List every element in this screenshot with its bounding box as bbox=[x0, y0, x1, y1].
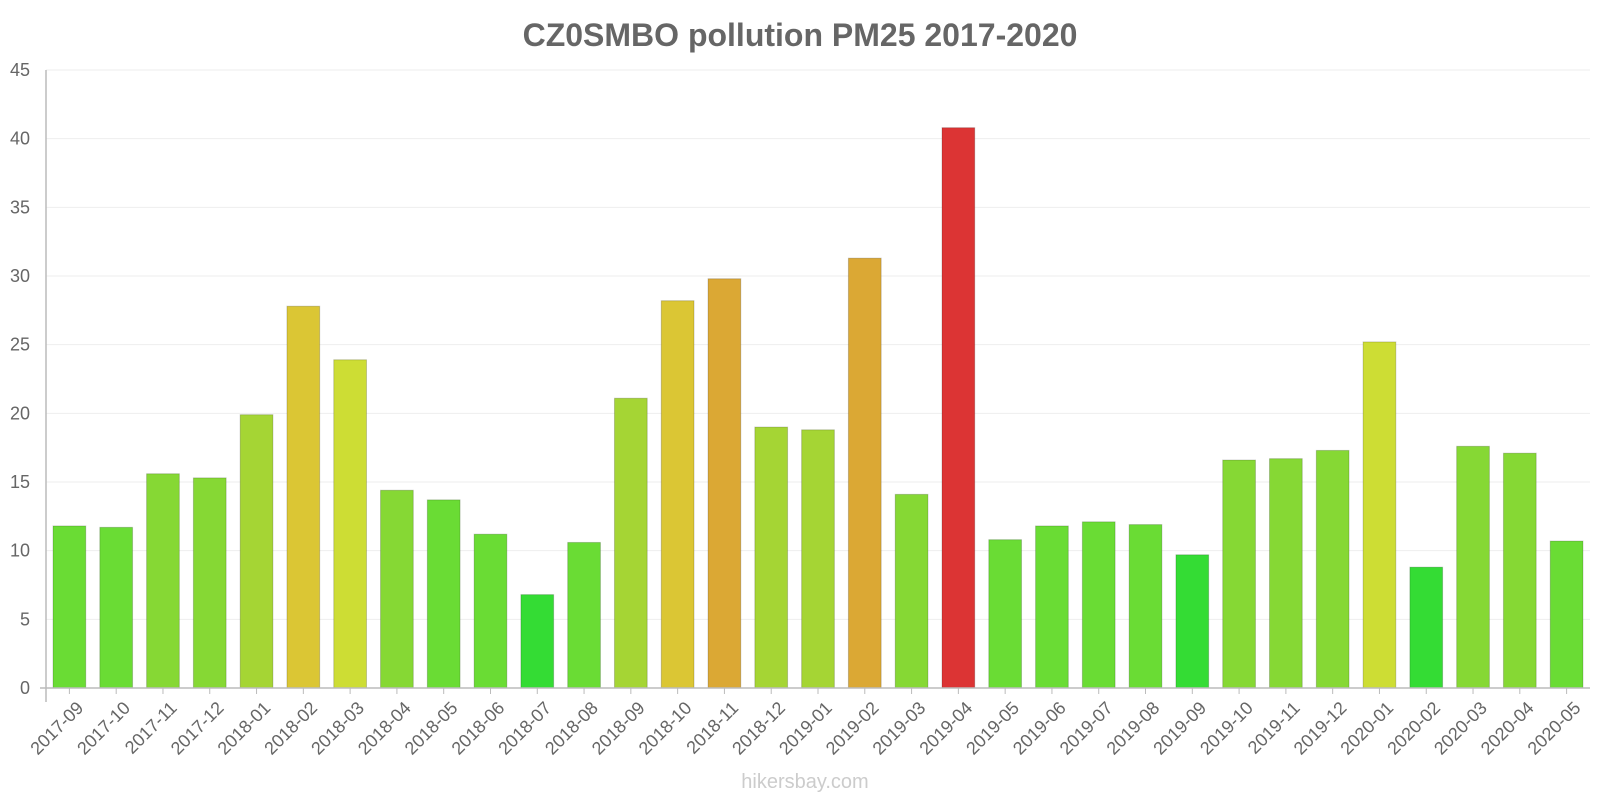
watermark: hikersbay.com bbox=[741, 771, 868, 793]
x-tick-label: 2020-05 bbox=[1524, 698, 1585, 759]
y-tick-label: 0 bbox=[20, 678, 30, 698]
x-tick-label: 2018-10 bbox=[635, 698, 696, 759]
x-axis-ticks: 2017-092017-102017-112017-122018-012018-… bbox=[26, 688, 1584, 759]
y-tick-label: 45 bbox=[10, 60, 30, 80]
bar-2018-12 bbox=[754, 426, 789, 689]
bar-2019-05 bbox=[988, 539, 1023, 689]
bar-2017-09 bbox=[52, 525, 87, 689]
bar-2020-05 bbox=[1549, 540, 1584, 689]
y-tick-label: 30 bbox=[10, 266, 30, 286]
bar-2017-10 bbox=[99, 526, 134, 689]
y-tick-label: 35 bbox=[10, 197, 30, 217]
y-tick-label: 40 bbox=[10, 129, 30, 149]
y-tick-label: 25 bbox=[10, 335, 30, 355]
y-tick-label: 5 bbox=[20, 609, 30, 629]
bar-2019-02 bbox=[847, 257, 882, 689]
y-tick-label: 10 bbox=[10, 541, 30, 561]
bar-2017-11 bbox=[146, 473, 180, 689]
bar-2020-01 bbox=[1362, 341, 1397, 689]
bar-2018-11 bbox=[707, 278, 742, 689]
bar-2019-03 bbox=[894, 493, 929, 689]
bar-2020-04 bbox=[1502, 452, 1537, 689]
bars bbox=[52, 127, 1584, 689]
bar-2018-08 bbox=[567, 541, 601, 689]
bar-2019-11 bbox=[1269, 458, 1303, 689]
bar-2018-02 bbox=[286, 305, 321, 689]
bar-2019-04 bbox=[941, 127, 976, 689]
bar-2018-06 bbox=[473, 533, 508, 689]
bar-2018-04 bbox=[380, 489, 414, 689]
bar-2017-12 bbox=[192, 477, 227, 689]
bar-2018-07 bbox=[520, 594, 555, 689]
x-tick-label: 2019-10 bbox=[1196, 698, 1257, 759]
bar-2020-03 bbox=[1456, 445, 1490, 689]
bar-2018-05 bbox=[426, 499, 461, 689]
bar-2020-02 bbox=[1409, 566, 1444, 689]
y-tick-label: 15 bbox=[10, 472, 30, 492]
x-tick-label: 2017-10 bbox=[73, 698, 134, 759]
bar-2019-01 bbox=[801, 429, 835, 689]
bar-2019-07 bbox=[1081, 521, 1116, 689]
bar-2019-10 bbox=[1222, 459, 1256, 689]
bar-2019-12 bbox=[1315, 449, 1350, 689]
bar-2018-10 bbox=[660, 300, 695, 689]
bar-2019-09 bbox=[1175, 554, 1210, 689]
chart-title: CZ0SMBO pollution PM25 2017-2020 bbox=[523, 17, 1078, 53]
bar-2019-06 bbox=[1035, 525, 1069, 689]
y-axis-ticks: 0 5 10 15 20 25 30 35 40 45 bbox=[10, 60, 30, 698]
y-tick-label: 20 bbox=[10, 403, 30, 423]
bar-2018-01 bbox=[239, 414, 274, 689]
bar-2019-08 bbox=[1128, 524, 1163, 689]
bar-2018-09 bbox=[613, 397, 648, 689]
bar-2018-03 bbox=[333, 359, 367, 689]
